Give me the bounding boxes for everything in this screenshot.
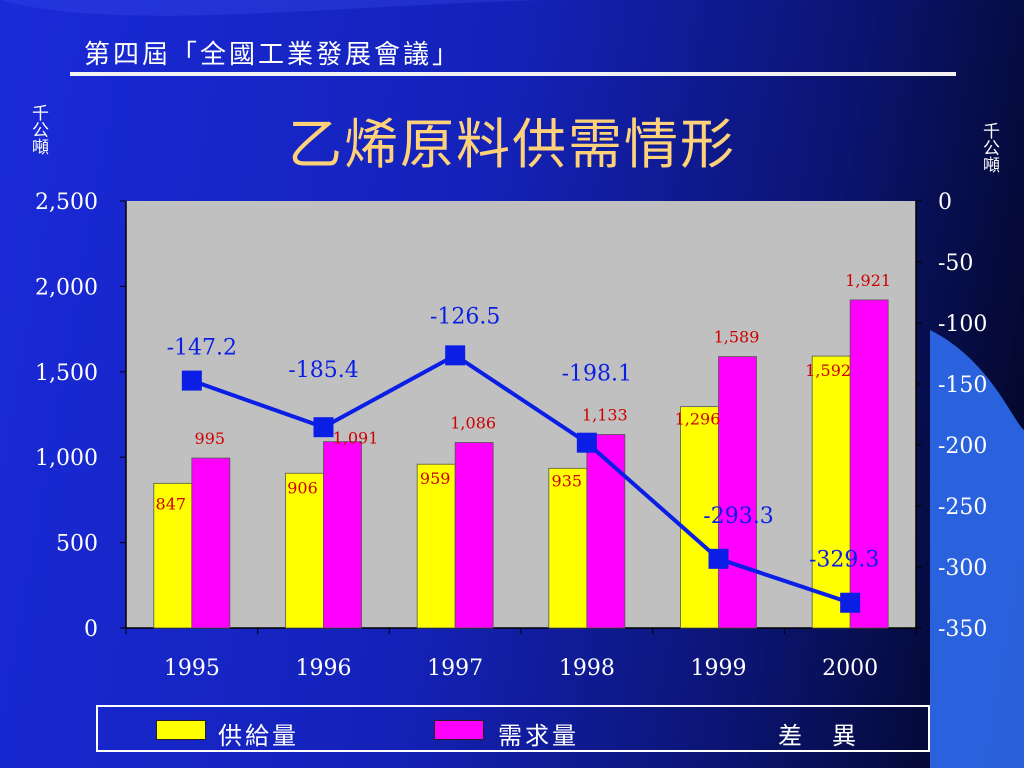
bar-supply bbox=[548, 467, 588, 629]
gap-value-label: -147.2 bbox=[167, 336, 237, 361]
bar-demand bbox=[718, 356, 757, 629]
supply-value-label: 959 bbox=[420, 469, 451, 488]
plot-area bbox=[126, 201, 916, 628]
demand-value-label: 1,921 bbox=[845, 271, 891, 290]
legend-label-gap: 差 異 bbox=[778, 722, 859, 750]
right-axis-tick-label: -50 bbox=[938, 251, 973, 276]
gap-value-label: -185.4 bbox=[288, 358, 358, 383]
left-axis-unit: 千公噸 bbox=[28, 104, 48, 155]
left-axis-tick-label: 1,000 bbox=[35, 446, 98, 471]
bar-supply bbox=[285, 472, 324, 629]
x-axis-tick-label: 1998 bbox=[559, 656, 615, 681]
gap-value-label: -329.3 bbox=[809, 548, 879, 573]
legend-swatch-demand bbox=[434, 720, 484, 740]
gap-value-label: -126.5 bbox=[430, 304, 500, 329]
bar-demand bbox=[323, 441, 362, 629]
legend-label-supply: 供給量 bbox=[218, 722, 299, 750]
right-axis-tick-label: 0 bbox=[938, 190, 952, 215]
legend-label-demand: 需求量 bbox=[498, 722, 579, 750]
right-axis-tick-label: -350 bbox=[938, 617, 987, 642]
gap-marker bbox=[181, 370, 202, 391]
gap-line bbox=[191, 352, 851, 605]
gap-marker bbox=[313, 417, 334, 438]
left-axis-tick-label: 0 bbox=[84, 617, 98, 642]
x-axis-tick-label: 1995 bbox=[164, 656, 220, 681]
demand-value-label: 1,091 bbox=[333, 429, 379, 448]
demand-value-label: 995 bbox=[195, 429, 226, 448]
bar-demand bbox=[586, 434, 626, 629]
supply-value-label: 1,592 bbox=[805, 361, 851, 380]
left-axis-tick-label: 2,000 bbox=[35, 275, 98, 300]
gap-value-label: -198.1 bbox=[562, 362, 632, 387]
gap-marker bbox=[708, 548, 729, 569]
x-axis-tick-label: 1999 bbox=[691, 656, 747, 681]
demand-value-label: 1,086 bbox=[450, 414, 496, 433]
supply-value-label: 847 bbox=[156, 494, 187, 513]
bar-supply bbox=[153, 482, 193, 629]
slide-title: 乙烯原料供需情形 bbox=[288, 113, 736, 176]
x-axis-tick-label: 1996 bbox=[296, 656, 352, 681]
demand-value-label: 1,589 bbox=[714, 328, 760, 347]
x-axis-tick-label: 1997 bbox=[427, 656, 483, 681]
header-title: 第四屆「全國工業發展會議」 bbox=[84, 40, 462, 70]
gap-marker bbox=[840, 592, 861, 613]
demand-value-label: 1,133 bbox=[582, 405, 628, 424]
supply-value-label: 906 bbox=[287, 478, 318, 497]
gap-marker bbox=[576, 432, 597, 453]
right-axis-tick-label: -150 bbox=[938, 373, 987, 398]
bar-supply bbox=[680, 406, 719, 629]
gap-value-label: -293.3 bbox=[703, 504, 773, 529]
bar-demand bbox=[849, 299, 889, 629]
bar-demand bbox=[191, 457, 231, 629]
gap-marker bbox=[445, 345, 466, 366]
right-axis-unit: 千公噸 bbox=[979, 122, 999, 173]
left-axis-tick-label: 2,500 bbox=[35, 190, 98, 215]
supply-value-label: 935 bbox=[552, 471, 583, 490]
left-axis-tick-label: 1,500 bbox=[35, 361, 98, 386]
bar-supply bbox=[811, 355, 851, 629]
bar-demand bbox=[454, 442, 494, 629]
bar-supply bbox=[416, 463, 456, 629]
right-axis-tick-label: -250 bbox=[938, 495, 987, 520]
chart-legend: 供給量 需求量 差 異 bbox=[96, 705, 930, 752]
right-axis-tick-label: -100 bbox=[938, 312, 987, 337]
legend-swatch-supply bbox=[156, 720, 206, 740]
right-axis-tick-label: -300 bbox=[938, 556, 987, 581]
supply-demand-chart: 0 500 1,000 1,500 2,000 2,500 0 -50 -100 -150 -200… bbox=[35, 190, 987, 681]
header-divider bbox=[70, 72, 956, 76]
left-axis-tick-label: 500 bbox=[56, 532, 98, 557]
supply-value-label: 1,296 bbox=[675, 410, 721, 429]
x-axis-tick-label: 2000 bbox=[822, 656, 878, 681]
right-axis-tick-label: -200 bbox=[938, 434, 987, 459]
